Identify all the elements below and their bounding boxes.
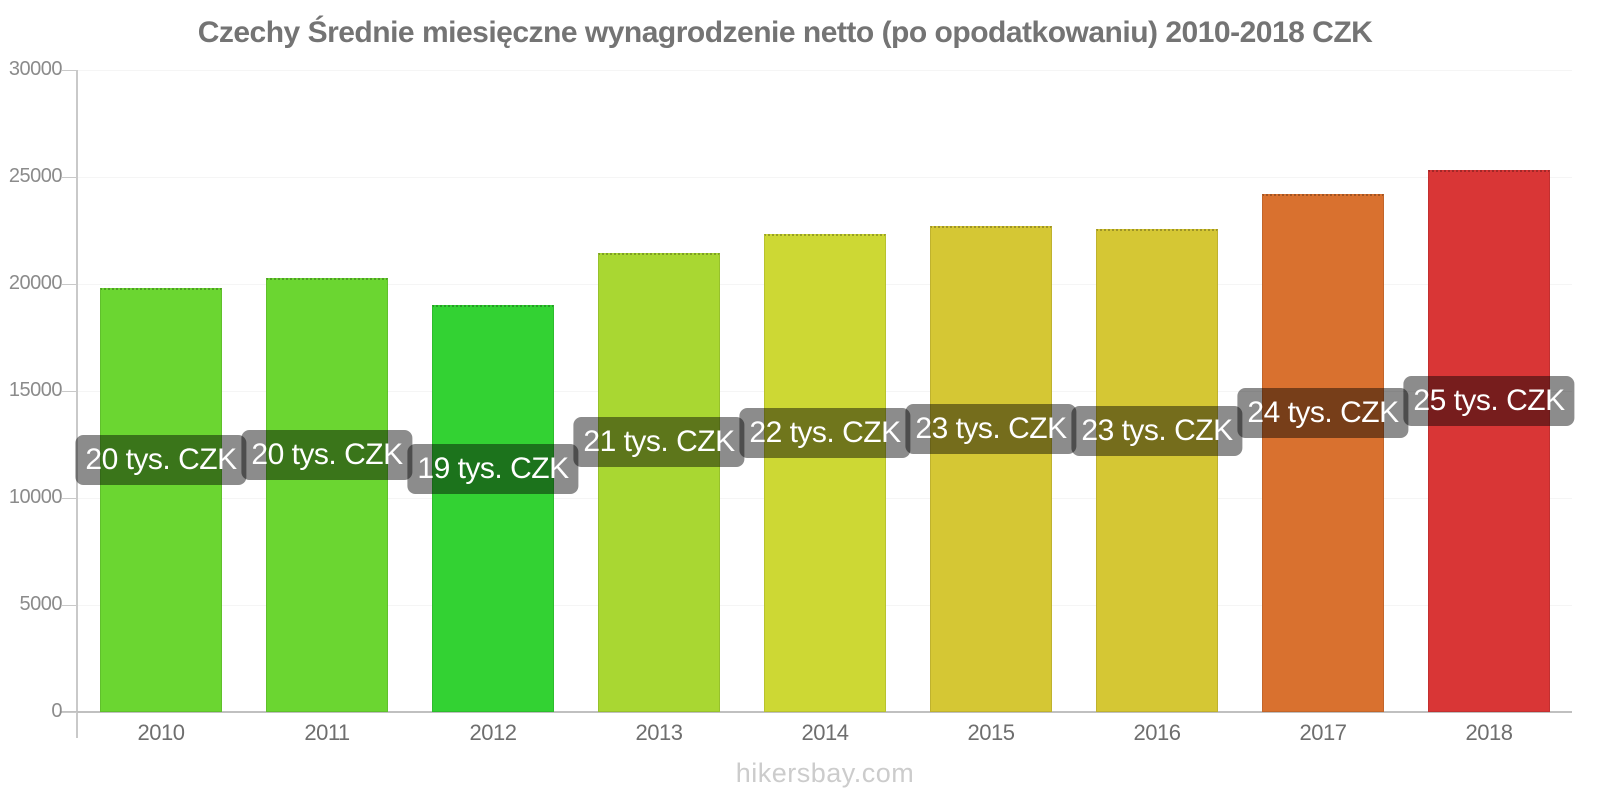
x-tick-label-2018: 2018 [1465, 720, 1513, 745]
bar-2014[interactable] [764, 233, 886, 712]
bar-value-label-2012: 19 tys. CZK [407, 443, 579, 494]
bar-2015[interactable] [930, 226, 1052, 712]
x-tick-label-2017: 2017 [1299, 720, 1347, 745]
x-tick-label-2014: 2014 [801, 720, 849, 745]
y-axis-line [76, 70, 78, 738]
x-tick-label-2010: 2010 [137, 720, 185, 745]
y-tick-label: 5000 [19, 593, 63, 615]
x-tick-label-2015: 2015 [967, 720, 1015, 745]
x-tick-label-2016: 2016 [1133, 720, 1181, 745]
x-axis-line [60, 711, 1572, 713]
bar-2017[interactable] [1262, 194, 1384, 712]
x-tick-label-2013: 2013 [635, 720, 683, 745]
y-tick-label: 15000 [8, 379, 63, 401]
y-tick-label: 10000 [8, 486, 63, 508]
y-tick-label: 30000 [8, 58, 63, 80]
gridline [78, 69, 1572, 71]
bar-2018[interactable] [1428, 169, 1550, 712]
bar-2010[interactable] [100, 288, 222, 712]
y-axis-tick [62, 284, 77, 285]
bar-2013[interactable] [598, 252, 720, 712]
bar-value-label-2010: 20 tys. CZK [75, 435, 247, 486]
bar-value-label-2017: 24 tys. CZK [1237, 388, 1409, 439]
x-tick-label-2012: 2012 [469, 720, 517, 745]
bar-2016[interactable] [1096, 229, 1218, 712]
bar-value-label-2014: 22 tys. CZK [739, 407, 911, 458]
y-axis-tick [62, 498, 77, 499]
y-axis-tick [62, 712, 77, 713]
bar-2012[interactable] [432, 305, 554, 712]
y-tick-label: 25000 [8, 165, 63, 187]
y-axis-tick [62, 605, 77, 606]
gridline [78, 176, 1572, 178]
chart-title: Czechy Średnie miesięczne wynagrodzenie … [197, 16, 1373, 49]
bar-value-label-2016: 23 tys. CZK [1071, 405, 1243, 456]
footer-link[interactable]: hikersbay.com [735, 758, 915, 788]
bar-value-label-2013: 21 tys. CZK [573, 417, 745, 468]
y-tick-label: 0 [51, 700, 62, 722]
bar-value-label-2018: 25 tys. CZK [1403, 375, 1575, 426]
y-axis-tick [62, 177, 77, 178]
bar-2011[interactable] [266, 277, 388, 712]
y-axis-tick [62, 70, 77, 71]
y-tick-label: 20000 [8, 272, 63, 294]
x-tick-label-2011: 2011 [304, 720, 350, 745]
y-axis-tick [62, 391, 77, 392]
bar-value-label-2015: 23 tys. CZK [905, 404, 1077, 455]
bar-value-label-2011: 20 tys. CZK [241, 429, 413, 480]
